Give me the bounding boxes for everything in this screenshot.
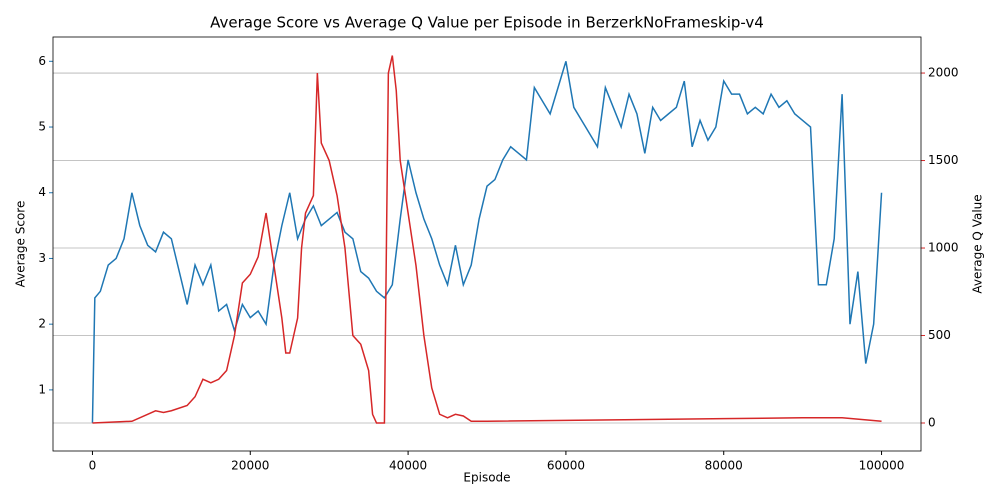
chart-title: Average Score vs Average Q Value per Epi… <box>210 14 764 32</box>
series-line <box>91 61 883 423</box>
x-tick-label: 0 <box>89 459 97 473</box>
x-tick-label: 40000 <box>389 459 427 473</box>
x-tick-label: 100000 <box>859 459 905 473</box>
x-tick-label: 80000 <box>705 459 743 473</box>
y2-tick-label: 2000 <box>928 66 959 80</box>
y2-tick-label: 1000 <box>928 241 959 255</box>
y2-tick-label: 500 <box>928 328 951 342</box>
y-tick-label: 1 <box>38 382 46 396</box>
y2-axis-label: Average Q Value <box>971 194 985 293</box>
series-line <box>92 55 882 424</box>
y-tick-label: 2 <box>38 317 46 331</box>
y-tick-label: 3 <box>38 251 46 265</box>
y-tick-label: 5 <box>38 120 46 134</box>
x-tick-label: 60000 <box>547 459 585 473</box>
x-axis-label: Episode <box>463 471 510 485</box>
y-tick-label: 4 <box>38 185 46 199</box>
x-tick-label: 20000 <box>231 459 269 473</box>
y-axis-label: Average Score <box>14 201 28 288</box>
y-tick-label: 6 <box>38 54 46 68</box>
plot-frame <box>52 36 922 452</box>
y2-tick-label: 0 <box>928 416 936 430</box>
y2-tick-label: 1500 <box>928 153 959 167</box>
